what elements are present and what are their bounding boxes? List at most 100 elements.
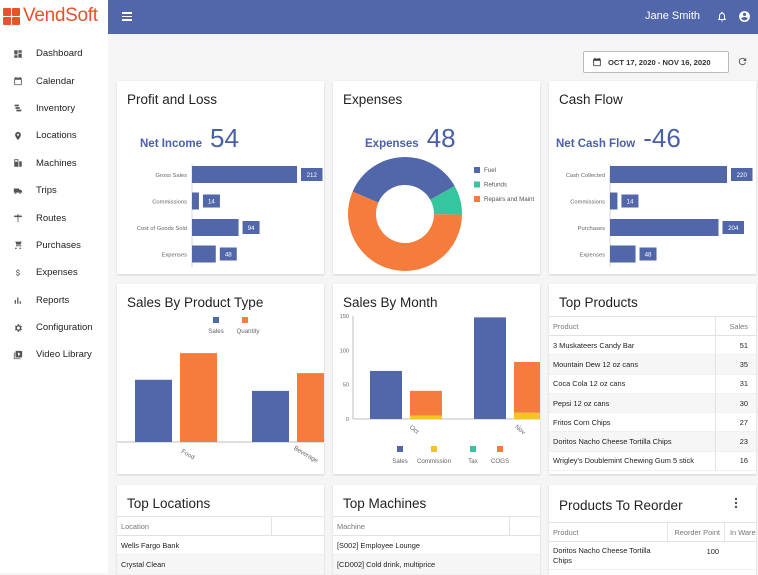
sidebar-item-reports[interactable]: Reports — [0, 287, 108, 314]
top-machines-card: Top Machines Machine [S002] Employee Lou… — [333, 485, 540, 575]
refresh-icon[interactable] — [737, 56, 748, 67]
table-row[interactable]: Wrigley's Doublemint Chewing Gum 5 stick… — [549, 451, 756, 472]
product-name-cell: Coca Cola 12 oz cans — [549, 374, 716, 393]
product-column-header[interactable]: Product — [549, 317, 716, 335]
sidebar-item-trips[interactable]: Trips — [0, 177, 108, 204]
product-name-cell: Fritos Corn Chips — [549, 413, 716, 432]
donut-slice — [348, 191, 462, 271]
top-machines-table: Machine [S002] Employee Lounge [CD002] Co… — [333, 516, 540, 575]
products-to-reorder-title: Products To Reorder — [559, 498, 683, 513]
table-row[interactable]: Doritos Nacho Cheese Tortilla Chips 23 — [549, 432, 756, 452]
machine-name-cell: [CD002] Cold drink, multiprice — [337, 559, 436, 569]
donut-slice — [352, 157, 455, 203]
date-range-button[interactable]: OCT 17, 2020 - NOV 16, 2020 — [583, 51, 729, 73]
bell-icon[interactable] — [716, 10, 728, 23]
sidebar-item-configuration[interactable]: Configuration — [0, 314, 108, 341]
net-income: Net Income 54 — [140, 123, 239, 154]
data-label: 212 — [307, 172, 318, 179]
legend-swatch — [470, 446, 476, 452]
sidebar-nav: Dashboard Calendar Inventory Locations Machi… — [0, 40, 108, 369]
signpost-icon — [0, 213, 36, 223]
top-locations-card: Top Locations Location Wells Fargo Bank C… — [117, 485, 324, 575]
top-products-card: Top Products Product Sales 3 Muskateers … — [549, 284, 756, 474]
expenses-total-value: 48 — [426, 123, 456, 153]
reorder-point-cell: 100 — [706, 547, 719, 556]
sidebar-item-label: Dashboard — [36, 48, 83, 60]
reorder-point-column-header[interactable]: Reorder Point — [668, 523, 725, 541]
bar — [370, 370, 402, 419]
data-label: 48 — [645, 252, 652, 259]
in-warehouse-column-header[interactable]: In Ware — [730, 527, 756, 537]
category-label: Commissions — [152, 200, 187, 206]
product-sales-cell: 31 — [739, 379, 748, 389]
expenses-donut-chart: Fuel Refunds Repairs and Maint — [348, 157, 534, 271]
sales-by-product-type-chart: Sales Quantity Food Beverage — [117, 317, 324, 465]
sidebar-item-machines[interactable]: Machines — [0, 150, 108, 177]
table-row[interactable]: Fritos Corn Chips 27 — [549, 413, 756, 433]
brand-logo[interactable]: VendSoft — [3, 5, 98, 27]
table-row[interactable]: [CD002] Cold drink, multiprice — [333, 555, 540, 575]
data-label-box — [639, 247, 657, 261]
data-label-box — [621, 194, 639, 208]
legend-label: Sales — [208, 328, 223, 335]
sidebar-item-locations[interactable]: Locations — [0, 122, 108, 149]
product-sales-cell: 35 — [739, 359, 748, 369]
top-bar: Jane Smith — [108, 0, 758, 34]
sidebar-item-calendar[interactable]: Calendar — [0, 67, 108, 94]
bar — [252, 390, 289, 442]
data-label: 14 — [627, 199, 634, 206]
legend-label: Refunds — [484, 182, 507, 189]
user-name[interactable]: Jane Smith — [644, 10, 700, 22]
sales-column-header[interactable]: Sales — [729, 321, 749, 331]
data-label: 204 — [728, 225, 739, 232]
machine-column-header[interactable]: Machine — [333, 517, 510, 535]
product-name-cell: Pepsi 12 oz cans — [549, 393, 716, 413]
legend-label: Fuel — [484, 167, 496, 174]
location-column-header[interactable]: Location — [117, 517, 272, 535]
sidebar-item-label: Trips — [36, 185, 57, 197]
more-vert-icon[interactable] — [734, 497, 738, 509]
table-row[interactable]: Pepsi 12 oz cans 30 — [549, 393, 756, 414]
data-label-box — [722, 221, 744, 234]
category-label: Expenses — [162, 253, 188, 259]
gear-icon — [0, 323, 36, 333]
y-tick-label: 100 — [340, 348, 349, 354]
sidebar-item-label: Calendar — [36, 75, 75, 87]
sidebar-item-label: Machines — [36, 157, 77, 169]
table-row[interactable]: Coca Cola 12 oz cans 31 — [549, 374, 756, 394]
inventory-icon — [0, 103, 36, 113]
data-label-box — [202, 194, 220, 208]
table-row[interactable]: Wells Fargo Bank — [117, 536, 324, 556]
table-row[interactable]: Mountain Dew 12 oz cans 35 — [549, 355, 756, 375]
table-row[interactable]: Crystal Clean — [117, 555, 324, 575]
sidebar-item-expenses[interactable]: Expenses — [0, 259, 108, 286]
product-sales-cell: 16 — [739, 456, 748, 466]
data-label-box — [219, 247, 237, 261]
sidebar-item-purchases[interactable]: Purchases — [0, 232, 108, 259]
machine-name-cell: [S002] Employee Lounge — [337, 540, 421, 550]
sales-by-month-card: Sales By Month 150 100 50 0 Oct Nov Sales Commi… — [333, 284, 540, 474]
bar — [610, 166, 727, 183]
menu-icon[interactable] — [122, 12, 132, 23]
profit-loss-chart: Gross Sales 212 Commissions 14 Cost of Goods… — [137, 164, 323, 267]
products-to-reorder-table: Product Reorder Point In Ware Doritos Na… — [549, 522, 756, 570]
table-row[interactable]: Doritos Nacho Cheese Tortilla Chips 100 — [549, 542, 756, 570]
sidebar-item-video-library[interactable]: Video Library — [0, 341, 108, 368]
calendar-icon — [0, 76, 36, 86]
bar — [610, 192, 618, 210]
table-row[interactable]: [S002] Employee Lounge — [333, 536, 540, 556]
sidebar: VendSoft Dashboard Calendar Inventory Locat… — [0, 0, 108, 573]
category-label: Gross Sales — [155, 173, 187, 179]
sidebar-item-routes[interactable]: Routes — [0, 204, 108, 231]
sidebar-item-inventory[interactable]: Inventory — [0, 95, 108, 122]
top-products-title: Top Products — [559, 295, 638, 310]
bar — [180, 353, 217, 442]
table-row[interactable]: 3 Muskateers Candy Bar 51 — [549, 336, 756, 356]
top-locations-table: Location Wells Fargo Bank Crystal Clean — [117, 516, 324, 575]
expenses-card: Expenses Expenses 48 Fuel Refunds Repairs … — [333, 81, 540, 274]
product-sales-cell: 30 — [739, 398, 748, 408]
reorder-product-column-header[interactable]: Product — [549, 523, 668, 541]
account-icon[interactable] — [738, 10, 751, 23]
sidebar-item-dashboard[interactable]: Dashboard — [0, 40, 108, 67]
legend-swatch — [474, 181, 480, 188]
